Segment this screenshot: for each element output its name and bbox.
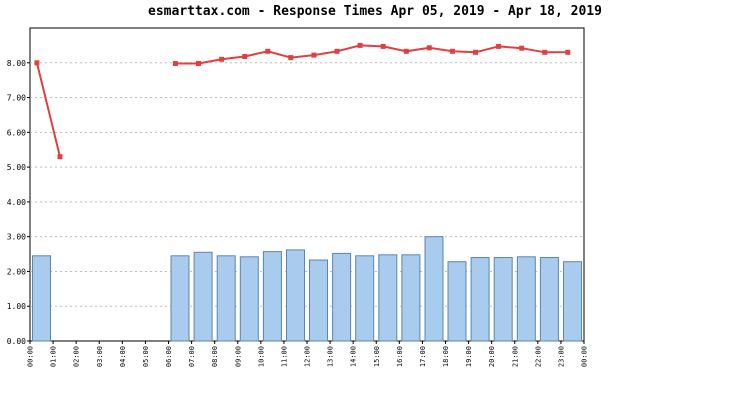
bar bbox=[401, 254, 421, 342]
line-point bbox=[172, 61, 178, 66]
line-point bbox=[311, 52, 317, 58]
x-tick-label: 10:00 bbox=[257, 346, 265, 367]
bar bbox=[332, 252, 352, 342]
y-axis-ticks: 0.00 1.00 2.00 3.00 4.00 5.00 6.00 7.00 8.00 bbox=[7, 59, 30, 346]
x-tick-label: 15:00 bbox=[373, 346, 381, 367]
x-tick-label: 06:00 bbox=[165, 346, 173, 367]
line-point bbox=[426, 45, 432, 51]
bar bbox=[516, 256, 536, 342]
line-point bbox=[519, 45, 525, 51]
y-tick-label: 7.00 bbox=[7, 94, 26, 103]
y-tick-label: 2.00 bbox=[7, 267, 26, 276]
bar bbox=[262, 251, 282, 342]
bar bbox=[32, 255, 51, 342]
y-tick-label: 4.00 bbox=[7, 198, 26, 207]
line-point bbox=[57, 154, 63, 160]
x-tick-label: 01:00 bbox=[50, 346, 58, 367]
bar bbox=[493, 257, 513, 342]
x-tick-label: 11:00 bbox=[280, 346, 288, 367]
line-point bbox=[288, 55, 294, 61]
line-point bbox=[565, 49, 571, 55]
line-segment bbox=[35, 62, 61, 157]
x-tick-label: 13:00 bbox=[327, 346, 335, 367]
response-line bbox=[34, 42, 571, 160]
bar bbox=[286, 249, 305, 342]
y-tick-label: 5.00 bbox=[7, 163, 26, 172]
bar bbox=[193, 251, 213, 342]
line-segment bbox=[175, 44, 568, 65]
x-tick-label: 19:00 bbox=[465, 346, 473, 367]
line-point bbox=[496, 43, 502, 49]
x-tick-label: 02:00 bbox=[73, 346, 81, 367]
line-point bbox=[542, 49, 548, 55]
y-tick-label: 8.00 bbox=[7, 59, 26, 68]
x-tick-label: 16:00 bbox=[396, 346, 404, 367]
line-point bbox=[265, 48, 271, 54]
x-tick-label: 04:00 bbox=[119, 346, 127, 367]
x-tick-label: 07:00 bbox=[188, 346, 196, 367]
x-tick-label: 12:00 bbox=[304, 346, 312, 367]
x-tick-label: 00:00 bbox=[581, 346, 589, 367]
x-tick-label: 23:00 bbox=[557, 346, 565, 367]
line-point bbox=[380, 43, 386, 49]
x-tick-label: 05:00 bbox=[142, 346, 150, 367]
y-tick-label: 0.00 bbox=[7, 337, 26, 346]
bar bbox=[239, 256, 259, 342]
bar bbox=[470, 257, 490, 342]
line-point bbox=[403, 48, 409, 54]
line-point bbox=[357, 42, 363, 48]
bar bbox=[424, 236, 444, 342]
chart-title: esmarttax.com - Response Times Apr 05, 2… bbox=[148, 4, 602, 19]
x-tick-label: 00:00 bbox=[27, 346, 35, 367]
line-point bbox=[334, 48, 340, 54]
bar bbox=[309, 259, 328, 342]
bar bbox=[216, 255, 236, 342]
line-point bbox=[473, 49, 478, 55]
x-tick-label: 20:00 bbox=[488, 346, 496, 367]
x-tick-label: 22:00 bbox=[534, 346, 542, 367]
bar bbox=[563, 261, 582, 342]
x-tick-label: 09:00 bbox=[234, 346, 242, 367]
x-tick-label: 14:00 bbox=[350, 346, 358, 367]
bar bbox=[378, 254, 398, 342]
y-tick-label: 6.00 bbox=[7, 128, 26, 137]
x-tick-label: 21:00 bbox=[511, 346, 519, 367]
y-tick-label: 3.00 bbox=[7, 233, 26, 242]
x-tick-label: 08:00 bbox=[211, 346, 219, 367]
line-point bbox=[219, 56, 225, 62]
x-axis-ticks: 00:00 01:00 02:00 03:00 04:00 05:00 06:00 07:00… bbox=[27, 341, 589, 367]
y-tick-label: 1.00 bbox=[7, 302, 26, 311]
x-tick-label: 17:00 bbox=[419, 346, 427, 367]
line-point bbox=[34, 60, 40, 66]
line-point bbox=[449, 48, 455, 54]
bar bbox=[447, 261, 467, 342]
x-tick-label: 03:00 bbox=[96, 346, 104, 367]
x-tick-label: 18:00 bbox=[442, 346, 450, 367]
bar bbox=[539, 257, 559, 342]
bar bbox=[170, 255, 190, 342]
bar bbox=[355, 255, 375, 342]
line-point bbox=[242, 54, 248, 59]
bars bbox=[32, 236, 582, 342]
line-point bbox=[196, 61, 201, 66]
gridlines bbox=[30, 62, 584, 307]
